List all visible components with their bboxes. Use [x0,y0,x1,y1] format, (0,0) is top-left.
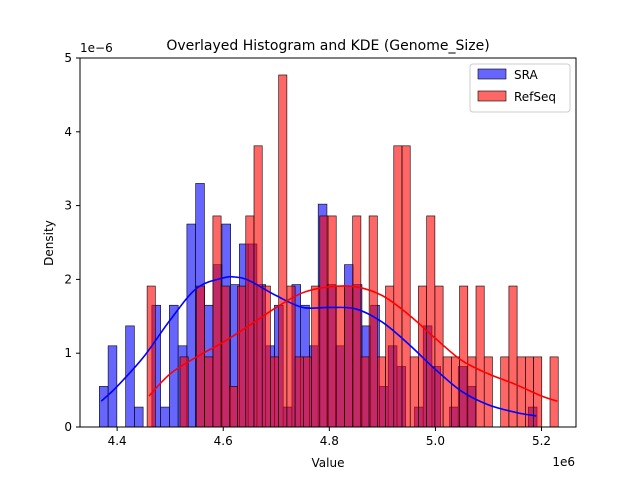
bar-refseq-7 [204,356,214,428]
bar-refseq-25 [352,215,362,428]
legend-swatch-sra [477,68,507,80]
bar-refseq-49 [549,356,559,428]
axes-frame [79,57,577,428]
x-axis-label: Value [312,456,345,470]
x-tick-label: 5.0 [426,434,445,448]
y-axis-label: Density [42,220,56,266]
bar-refseq-32 [409,356,419,428]
bar-refseq-18 [294,356,304,428]
bar-refseq-11 [237,285,247,428]
bar-refseq-10 [229,386,238,428]
histogram-bars [99,74,559,428]
y-tick-label: 1 [64,346,72,360]
chart-title: Overlayed Histogram and KDE (Genome_Size… [166,38,489,54]
legend-label-refseq: RefSeq [514,90,556,104]
bar-refseq-36 [442,356,452,428]
bar-sra-1 [107,345,118,428]
bar-refseq-9 [220,285,230,428]
y-tick-label: 2 [64,272,72,286]
bar-refseq-22 [327,215,337,428]
bar-refseq-29 [385,285,395,428]
bar-refseq-38 [459,285,469,428]
bar-refseq-30 [393,145,403,428]
bar-sra-0 [99,386,109,428]
kde-line-sra [100,275,537,417]
y-tick-label: 0 [64,420,72,434]
legend-label-sra: SRA [514,68,538,82]
bar-sra-4 [134,406,144,428]
bar-refseq-44 [508,285,518,428]
bar-refseq-27 [368,215,378,428]
x-tick-label: 4.8 [320,434,339,448]
bar-refseq-21 [319,215,329,428]
y-tick-label: 5 [64,51,72,65]
bar-refseq-8 [212,215,222,428]
x-tick-label: 4.6 [214,434,233,448]
bar-refseq-28 [377,356,386,428]
bar-refseq-31 [401,145,411,428]
y-offset-label: 1e−6 [80,41,113,55]
kde-lines [100,275,558,417]
bar-refseq-19 [303,356,312,428]
kde-line-refseq [148,285,558,402]
bar-refseq-41 [483,356,493,428]
bar-refseq-14 [261,285,271,428]
bar-refseq-15 [270,356,279,428]
bar-refseq-40 [475,285,485,428]
bar-refseq-26 [360,356,370,428]
bar-refseq-34 [426,215,436,428]
bar-sra-7 [160,406,170,428]
x-tick-label: 4.4 [108,434,127,448]
bar-refseq-17 [286,285,296,428]
legend-swatch-refseq [477,90,507,102]
legend: SRA RefSeq [469,63,571,113]
bar-sra-8 [169,304,179,428]
x-axis-ticks: 4.4 4.6 4.8 5.0 5.2 [108,427,551,448]
bar-refseq-45 [516,356,526,428]
bar-refseq-16 [278,74,288,428]
bar-refseq-35 [434,285,444,428]
y-tick-label: 3 [64,199,72,213]
bar-refseq-37 [451,356,460,428]
x-offset-label: 1e6 [552,455,575,469]
bar-refseq-12 [245,215,255,428]
bar-refseq-43 [500,356,510,428]
y-tick-label: 4 [64,125,72,139]
bar-refseq-0 [146,285,156,428]
bar-refseq-4 [179,356,189,428]
y-axis-ticks: 0 1 2 3 4 5 [64,51,80,434]
x-tick-label: 5.2 [532,434,551,448]
